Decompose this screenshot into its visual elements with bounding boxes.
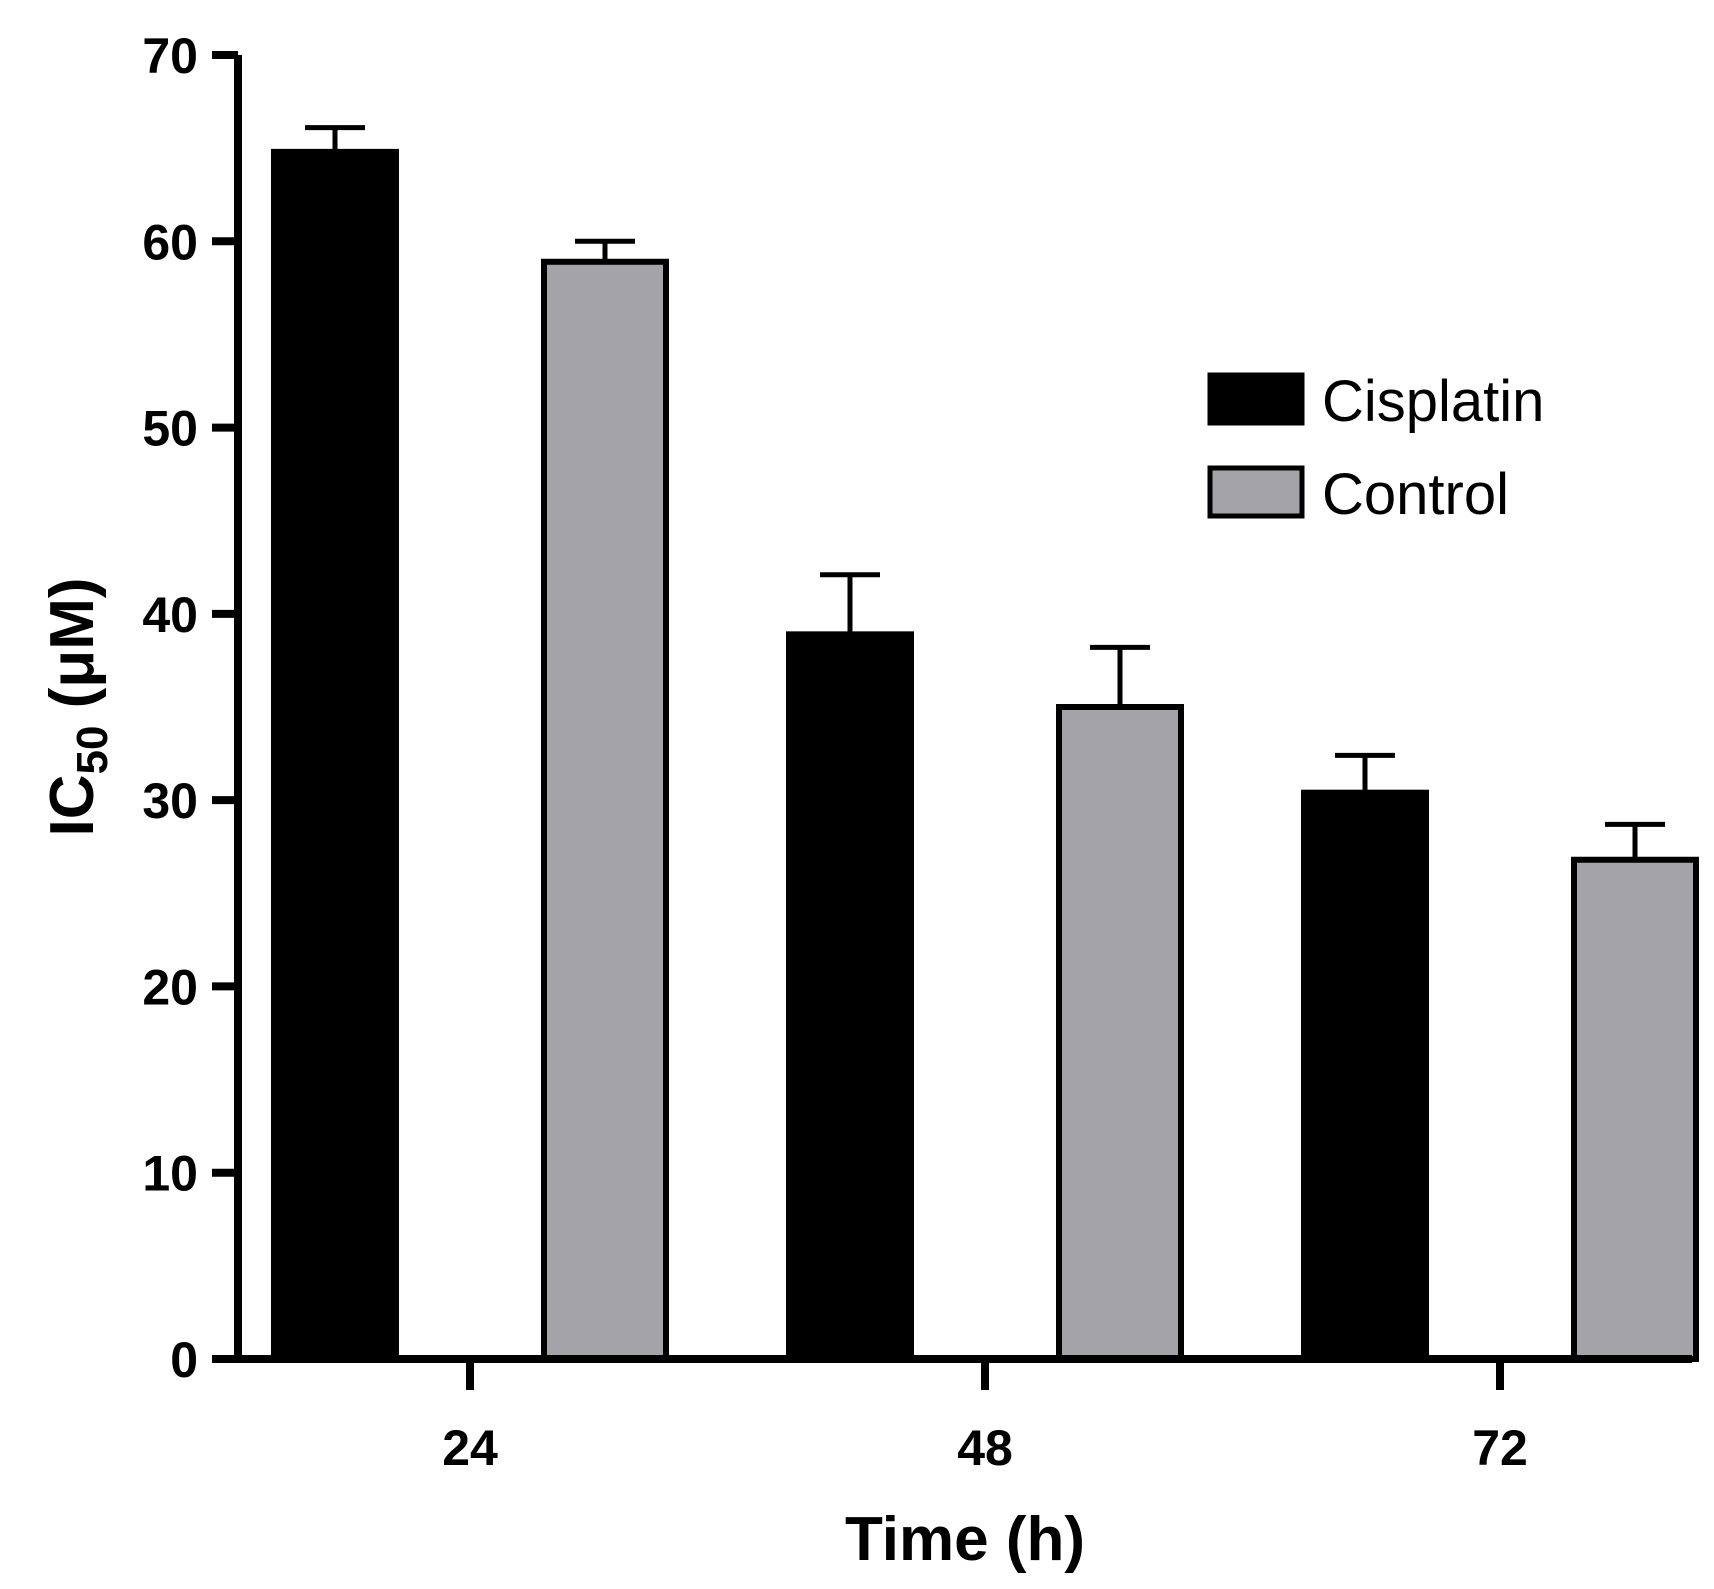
y-axis-title-subscript: 50	[68, 726, 117, 775]
x-tick-label: 48	[957, 1420, 1013, 1476]
bar-control-24	[541, 258, 669, 1363]
error-bars	[305, 125, 1665, 860]
y-tick-label: 30	[142, 773, 198, 829]
bars	[271, 148, 1699, 1363]
legend-swatch-control	[1207, 465, 1305, 519]
x-tick-label: 72	[1472, 1420, 1528, 1476]
y-tick-label: 10	[142, 1146, 198, 1202]
x-axis-title: Time (h)	[845, 1505, 1085, 1574]
y-axis-title: IC50 (μM)	[38, 577, 117, 836]
y-tick-label: 60	[142, 214, 198, 270]
y-tick-label: 70	[142, 28, 198, 84]
legend-label-cisplatin: Cisplatin	[1322, 369, 1544, 434]
y-tick-label: 40	[142, 587, 198, 643]
x-axis-ticks: 24 48 72	[442, 1359, 1528, 1476]
y-tick-label: 50	[142, 401, 198, 457]
legend-swatch-cisplatin	[1207, 372, 1305, 426]
x-tick-label: 24	[442, 1420, 498, 1476]
y-axis-title-main: IC	[38, 775, 107, 837]
y-tick-label: 20	[142, 959, 198, 1015]
bar-cisplatin-48	[786, 631, 914, 1362]
legend-label-control: Control	[1322, 462, 1509, 527]
bar-cisplatin-72	[1301, 789, 1429, 1362]
legend: Cisplatin Control	[1207, 369, 1544, 527]
y-axis-ticks: 0 10 20 30 40 50 60 70	[142, 28, 238, 1388]
bar-control-72	[1571, 856, 1699, 1362]
bar-control-48	[1056, 704, 1184, 1362]
bar-cisplatin-24	[271, 148, 399, 1363]
y-tick-label: 0	[170, 1332, 198, 1388]
y-axis-title-unit: (μM)	[38, 577, 107, 725]
